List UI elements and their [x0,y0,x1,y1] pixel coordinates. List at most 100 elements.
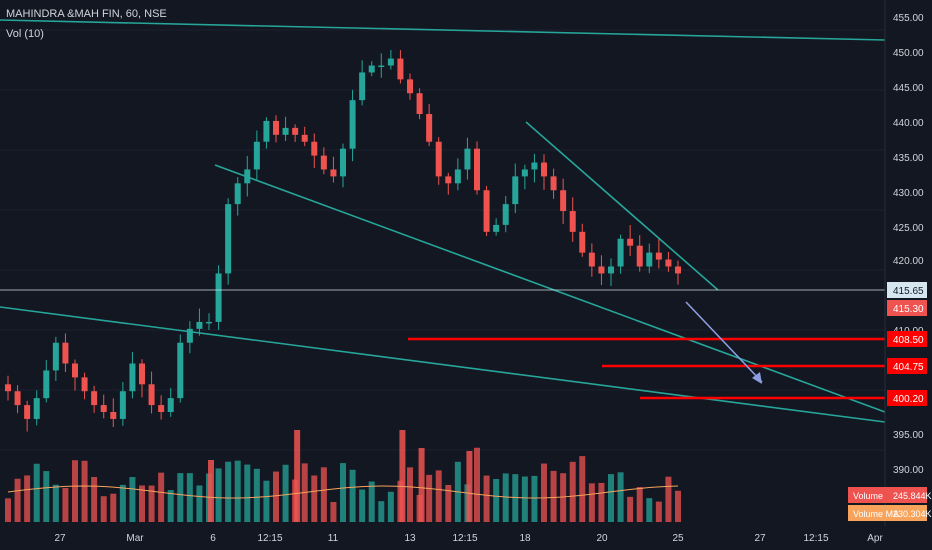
drawings [0,19,886,423]
volume-bar [340,463,346,522]
candle-body [206,321,212,324]
candle-body [378,65,385,68]
projection-arrow [685,301,763,383]
price-label-bg [887,358,927,374]
price-tick-label: 420.00 [893,256,924,267]
time-tick-label: 11 [328,533,339,544]
candle-body [560,190,567,212]
candle-body [119,391,126,419]
volume-bar [483,475,490,522]
candle-body [426,114,433,142]
candle-body [129,363,136,392]
candle-body [52,342,59,371]
volume-bar [43,471,50,522]
candle-body [435,141,442,177]
volume-bar [186,473,193,522]
candle-body [215,273,222,322]
arrow-head [752,372,762,384]
volume-bar [263,480,270,522]
volume-bar [91,476,98,522]
candle-body [502,204,509,225]
volume-bar [110,493,117,522]
candle-body [148,384,155,406]
price-tick-label: 445.00 [893,83,924,94]
volume-bar [636,486,643,522]
volume-bar [418,448,425,522]
volume-bar [608,474,614,522]
volume-bar [294,430,301,522]
volume-bar [52,484,59,522]
volume-bar [474,447,480,522]
volume-bar [646,498,653,522]
volume-bar [560,473,567,522]
candle-body [43,370,50,399]
candle-body [608,266,614,274]
candle-body [234,183,241,205]
volume-label-bg [848,487,927,503]
candle-body [464,148,471,170]
candle-body [311,141,318,156]
candle-body [636,245,643,267]
candle-body [531,162,538,170]
volume-bar [665,476,672,522]
symbol-title[interactable]: MAHINDRA &MAH FIN, 60, NSE [6,8,167,20]
time-tick-label: 27 [754,533,766,544]
volume-bar [320,467,327,522]
candle-body [196,321,203,329]
volume-bar [62,487,69,522]
price-tick-label: 440.00 [893,118,924,129]
candle-body [521,169,528,177]
candle-body [627,238,634,246]
volume-bar [531,475,538,522]
volume-bar [129,476,136,522]
volume-bar [244,464,251,522]
volume-bar [196,485,203,522]
candle-body [675,266,681,274]
volume-bar [158,472,165,522]
price-labels: 415.65 415.30 408.50 404.75 400.20 [887,282,927,406]
candle-body [340,148,346,177]
volume-bar [378,501,385,522]
candle-body [598,266,605,274]
candle-body [368,65,375,73]
candle-body [139,363,145,385]
volume-indicator-title[interactable]: Vol (10) [6,28,44,40]
price-label-bg [887,282,927,298]
candle-body [349,100,356,149]
volume-bar [148,485,155,522]
candle-body [483,190,490,232]
volume-bar [81,460,88,522]
candle-body [253,141,260,170]
price-tick-label: 450.00 [893,48,924,59]
volume-bar [617,472,624,522]
volume-bar [330,502,337,522]
volume-ma-line [7,485,679,499]
volume-bar [119,484,126,522]
volume-bar [100,496,107,522]
volume-bar [466,451,473,522]
candle-body [454,169,461,184]
volume-bar [655,501,662,522]
time-tick-label: 12:15 [452,533,477,544]
candle-body [158,405,165,413]
time-axis-bg [0,526,932,550]
time-tick-label: 13 [404,533,416,544]
candle-body [282,127,289,135]
candle-body [301,134,308,142]
candle-body [5,384,11,392]
volume-bar [512,474,519,522]
volume-bar [399,430,406,522]
price-label-bg [887,390,927,406]
candle-body [167,398,174,413]
volume-bar [177,473,184,522]
price-tick-label: 430.00 [893,188,924,199]
time-tick-label: 12:15 [803,533,828,544]
candle-body [397,58,404,80]
volume-ma-line [7,485,679,499]
candle-body [588,252,595,267]
price-label-level: 404.75 [893,362,924,373]
